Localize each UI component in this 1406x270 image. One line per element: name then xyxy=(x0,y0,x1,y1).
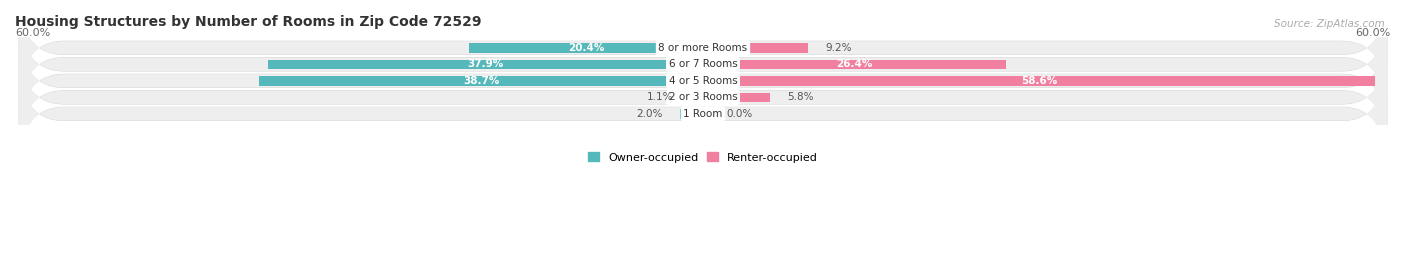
FancyBboxPatch shape xyxy=(18,5,1388,124)
FancyBboxPatch shape xyxy=(18,22,1388,140)
FancyBboxPatch shape xyxy=(18,0,1388,107)
Bar xyxy=(703,76,1375,86)
Bar xyxy=(703,60,1005,69)
Text: 4 or 5 Rooms: 4 or 5 Rooms xyxy=(669,76,737,86)
Text: 38.7%: 38.7% xyxy=(463,76,499,86)
FancyBboxPatch shape xyxy=(18,38,1388,156)
Text: Source: ZipAtlas.com: Source: ZipAtlas.com xyxy=(1274,19,1385,29)
Text: 58.6%: 58.6% xyxy=(1021,76,1057,86)
FancyBboxPatch shape xyxy=(18,55,1388,173)
Text: 8 or more Rooms: 8 or more Rooms xyxy=(658,43,748,53)
Text: 20.4%: 20.4% xyxy=(568,43,605,53)
Bar xyxy=(269,60,703,69)
FancyBboxPatch shape xyxy=(18,38,1388,157)
FancyBboxPatch shape xyxy=(18,55,1388,173)
Bar xyxy=(703,93,769,102)
Text: 37.9%: 37.9% xyxy=(468,59,503,69)
Text: 6 or 7 Rooms: 6 or 7 Rooms xyxy=(669,59,737,69)
Text: 0.0%: 0.0% xyxy=(725,109,752,119)
Text: 60.0%: 60.0% xyxy=(15,28,51,38)
Bar xyxy=(259,76,703,86)
Bar xyxy=(703,43,808,53)
Text: 26.4%: 26.4% xyxy=(837,59,873,69)
Text: 1 Room: 1 Room xyxy=(683,109,723,119)
Bar xyxy=(681,109,703,119)
Text: 9.2%: 9.2% xyxy=(825,43,852,53)
Bar xyxy=(690,93,703,102)
Bar xyxy=(470,43,703,53)
Text: 2.0%: 2.0% xyxy=(637,109,662,119)
FancyBboxPatch shape xyxy=(18,22,1388,140)
Text: 1.1%: 1.1% xyxy=(647,92,673,102)
Text: 5.8%: 5.8% xyxy=(787,92,813,102)
Text: 60.0%: 60.0% xyxy=(1355,28,1391,38)
Legend: Owner-occupied, Renter-occupied: Owner-occupied, Renter-occupied xyxy=(583,148,823,167)
FancyBboxPatch shape xyxy=(18,5,1388,123)
Text: 2 or 3 Rooms: 2 or 3 Rooms xyxy=(669,92,737,102)
FancyBboxPatch shape xyxy=(18,0,1388,107)
Text: Housing Structures by Number of Rooms in Zip Code 72529: Housing Structures by Number of Rooms in… xyxy=(15,15,481,29)
